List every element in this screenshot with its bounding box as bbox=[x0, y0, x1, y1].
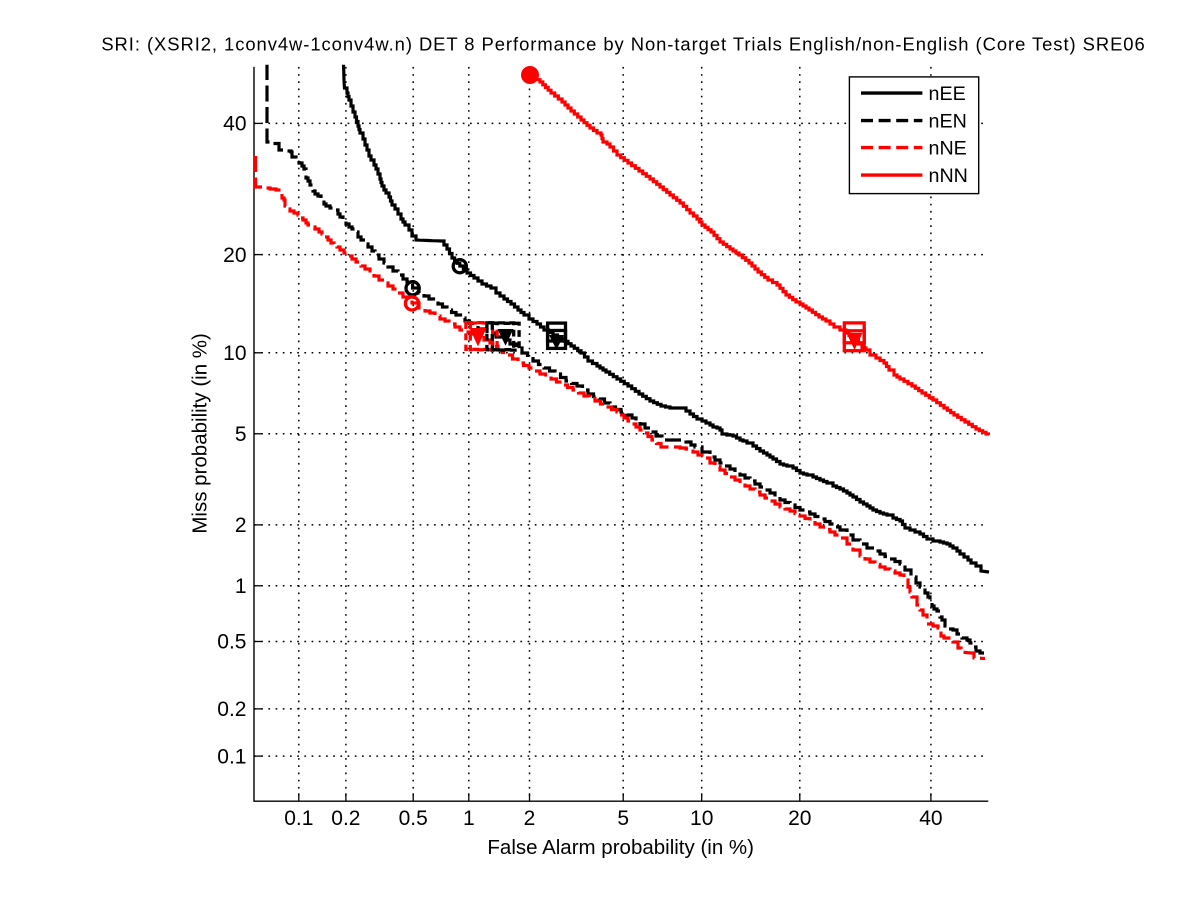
svg-text:10: 10 bbox=[223, 342, 246, 365]
svg-text:nNN: nNN bbox=[929, 165, 968, 187]
svg-text:10: 10 bbox=[690, 807, 713, 830]
svg-text:0.1: 0.1 bbox=[217, 745, 246, 768]
svg-text:5: 5 bbox=[235, 423, 247, 446]
svg-text:2: 2 bbox=[235, 514, 247, 537]
svg-text:SRI: (XSRI2, 1conv4w-1conv4w.n: SRI: (XSRI2, 1conv4w-1conv4w.n) DET 8 Pe… bbox=[101, 34, 1145, 55]
svg-text:20: 20 bbox=[788, 807, 811, 830]
svg-text:40: 40 bbox=[223, 113, 246, 136]
svg-text:0.1: 0.1 bbox=[284, 807, 313, 830]
svg-text:1: 1 bbox=[235, 575, 247, 598]
svg-text:nEN: nEN bbox=[929, 111, 967, 133]
svg-text:nEE: nEE bbox=[929, 83, 966, 105]
svg-text:False Alarm probability (in %): False Alarm probability (in %) bbox=[487, 836, 754, 859]
svg-text:Miss probability (in %): Miss probability (in %) bbox=[189, 333, 212, 534]
svg-text:5: 5 bbox=[617, 807, 629, 830]
svg-text:0.2: 0.2 bbox=[217, 698, 246, 721]
svg-text:2: 2 bbox=[524, 807, 536, 830]
svg-text:nNE: nNE bbox=[929, 138, 967, 160]
svg-text:40: 40 bbox=[919, 807, 942, 830]
svg-text:0.5: 0.5 bbox=[217, 631, 246, 654]
svg-text:0.2: 0.2 bbox=[331, 807, 360, 830]
svg-text:1: 1 bbox=[463, 807, 475, 830]
svg-text:0.5: 0.5 bbox=[399, 807, 428, 830]
svg-text:20: 20 bbox=[223, 244, 246, 267]
